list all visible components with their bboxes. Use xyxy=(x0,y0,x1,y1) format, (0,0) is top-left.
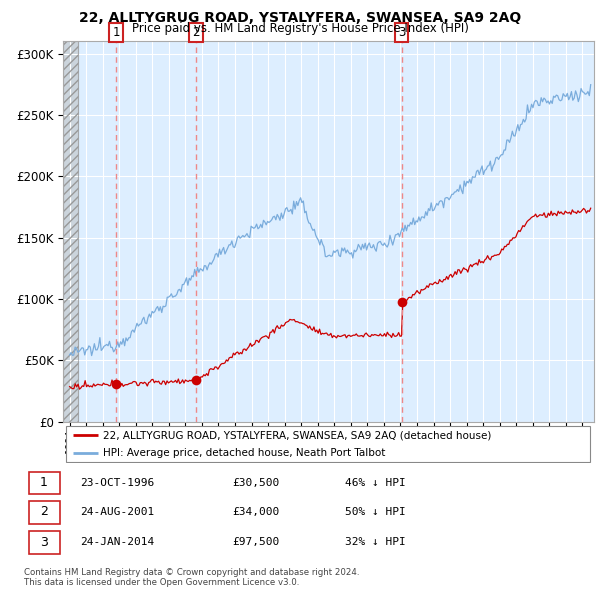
Text: 50% ↓ HPI: 50% ↓ HPI xyxy=(346,507,406,517)
Text: 3: 3 xyxy=(40,536,47,549)
Text: 32% ↓ HPI: 32% ↓ HPI xyxy=(346,537,406,547)
Text: 46% ↓ HPI: 46% ↓ HPI xyxy=(346,477,406,487)
Text: 23-OCT-1996: 23-OCT-1996 xyxy=(80,477,155,487)
Text: 2: 2 xyxy=(193,27,200,40)
Text: 24-AUG-2001: 24-AUG-2001 xyxy=(80,507,155,517)
Text: £97,500: £97,500 xyxy=(233,537,280,547)
Text: 3: 3 xyxy=(398,27,406,40)
Text: Price paid vs. HM Land Registry's House Price Index (HPI): Price paid vs. HM Land Registry's House … xyxy=(131,22,469,35)
FancyBboxPatch shape xyxy=(65,426,590,461)
FancyBboxPatch shape xyxy=(29,501,59,524)
Text: 24-JAN-2014: 24-JAN-2014 xyxy=(80,537,155,547)
Text: 1: 1 xyxy=(112,27,120,40)
Bar xyxy=(63,41,78,422)
Text: £34,000: £34,000 xyxy=(233,507,280,517)
Text: HPI: Average price, detached house, Neath Port Talbot: HPI: Average price, detached house, Neat… xyxy=(103,448,385,458)
Text: 22, ALLTYGRUG ROAD, YSTALYFERA, SWANSEA, SA9 2AQ: 22, ALLTYGRUG ROAD, YSTALYFERA, SWANSEA,… xyxy=(79,11,521,25)
Text: Contains HM Land Registry data © Crown copyright and database right 2024.
This d: Contains HM Land Registry data © Crown c… xyxy=(24,568,359,587)
FancyBboxPatch shape xyxy=(29,531,59,554)
Bar xyxy=(63,41,78,422)
FancyBboxPatch shape xyxy=(29,471,59,494)
Text: £30,500: £30,500 xyxy=(233,477,280,487)
Text: 1: 1 xyxy=(40,476,47,489)
Text: 22, ALLTYGRUG ROAD, YSTALYFERA, SWANSEA, SA9 2AQ (detached house): 22, ALLTYGRUG ROAD, YSTALYFERA, SWANSEA,… xyxy=(103,430,491,440)
Text: 2: 2 xyxy=(40,505,47,519)
